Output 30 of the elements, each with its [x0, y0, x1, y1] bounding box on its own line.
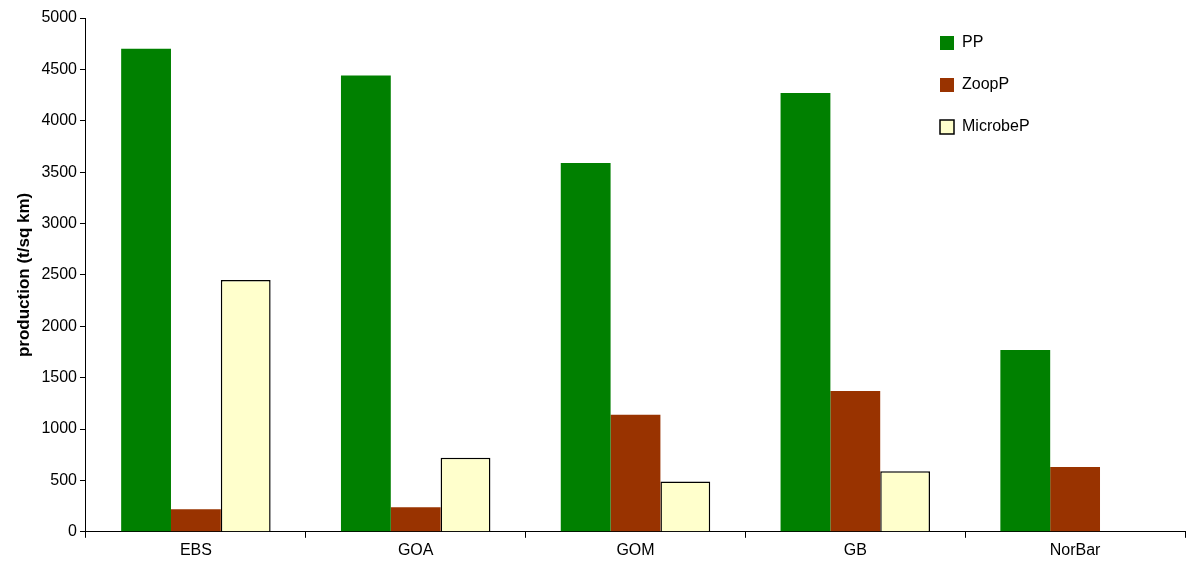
x-tick-label: GB	[843, 540, 867, 558]
legend-label: MicrobeP	[962, 117, 1030, 135]
y-tick-label: 1500	[41, 368, 78, 386]
y-tick-label: 4500	[41, 59, 78, 77]
y-tick-label: 3000	[41, 213, 78, 231]
bar	[830, 391, 881, 532]
y-tick-label: 2500	[41, 265, 78, 283]
bar	[780, 93, 831, 532]
y-tick-label: 5000	[41, 8, 78, 26]
bar	[1050, 467, 1101, 532]
x-tick-label: GOM	[616, 540, 655, 558]
bar	[610, 414, 661, 532]
y-tick-label: 3500	[41, 162, 78, 180]
x-tick-label: GOA	[397, 540, 434, 558]
y-tick-label: 4000	[41, 111, 78, 129]
x-tick-label: EBS	[179, 540, 212, 558]
bar	[560, 162, 611, 532]
legend-label: PP	[962, 33, 984, 51]
y-tick-label: 0	[68, 522, 78, 540]
y-axis-title: production (t/sq km)	[13, 192, 33, 358]
legend-label: ZoopP	[962, 75, 1010, 93]
x-tick-label: NorBar	[1049, 540, 1102, 558]
bar	[170, 509, 221, 532]
y-tick-label: 500	[50, 470, 78, 488]
y-tick-label: 1000	[41, 419, 78, 437]
y-tick-label: 2000	[41, 316, 78, 334]
bar	[340, 75, 391, 532]
bar	[390, 507, 441, 532]
bar	[1000, 349, 1051, 532]
bar	[121, 48, 171, 532]
